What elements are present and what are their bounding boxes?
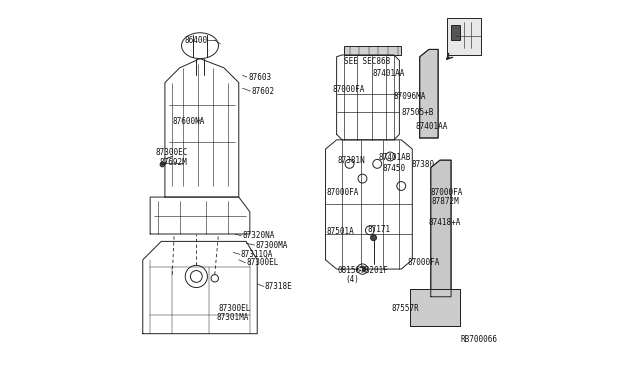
Text: 87096MA: 87096MA [394,92,426,101]
Text: 87501A: 87501A [326,227,354,235]
Text: 87600NA: 87600NA [172,117,205,126]
Text: 87000FA: 87000FA [408,258,440,267]
Text: 87318E: 87318E [264,282,292,291]
Text: B: B [357,268,362,273]
Text: 87602: 87602 [252,87,275,96]
Text: 87418+A: 87418+A [428,218,461,227]
Text: 87301MA: 87301MA [216,313,249,322]
Text: 87557R: 87557R [391,304,419,313]
Text: 87311QA: 87311QA [241,250,273,259]
Text: 87401AB: 87401AB [378,153,411,162]
Text: 87300MA: 87300MA [255,241,288,250]
Text: 87380: 87380 [412,160,435,169]
Text: 87401AA: 87401AA [372,69,405,78]
Circle shape [371,235,376,241]
Text: 87505+B: 87505+B [402,108,435,117]
Text: SEE SEC868: SEE SEC868 [344,57,390,66]
Circle shape [160,162,164,167]
Text: 86400: 86400 [184,36,207,45]
Text: 87300EL: 87300EL [246,258,278,267]
Text: RB700066: RB700066 [460,335,497,344]
Polygon shape [431,160,451,297]
Text: 87000FA: 87000FA [333,85,365,94]
Bar [451,25,460,40]
Text: 87401AA: 87401AA [415,122,447,131]
Text: 87872M: 87872M [431,197,460,206]
Text: 87000FA: 87000FA [326,188,358,197]
Polygon shape [344,46,401,55]
Text: 87381N: 87381N [337,156,365,166]
Text: 87171: 87171 [367,225,390,234]
Polygon shape [410,289,460,326]
Text: 87692M: 87692M [159,158,187,167]
Text: 87320NA: 87320NA [243,231,275,240]
Bar [447,18,481,55]
Text: (4): (4) [345,275,359,284]
Polygon shape [420,49,438,138]
Text: 87450: 87450 [382,164,405,173]
Circle shape [360,266,365,272]
Text: 87300EC: 87300EC [156,148,188,157]
Text: 08156-B201F: 08156-B201F [337,266,388,275]
Text: 87300EL: 87300EL [218,304,251,313]
Text: 87000FA: 87000FA [430,188,463,197]
Text: 87603: 87603 [248,73,271,81]
